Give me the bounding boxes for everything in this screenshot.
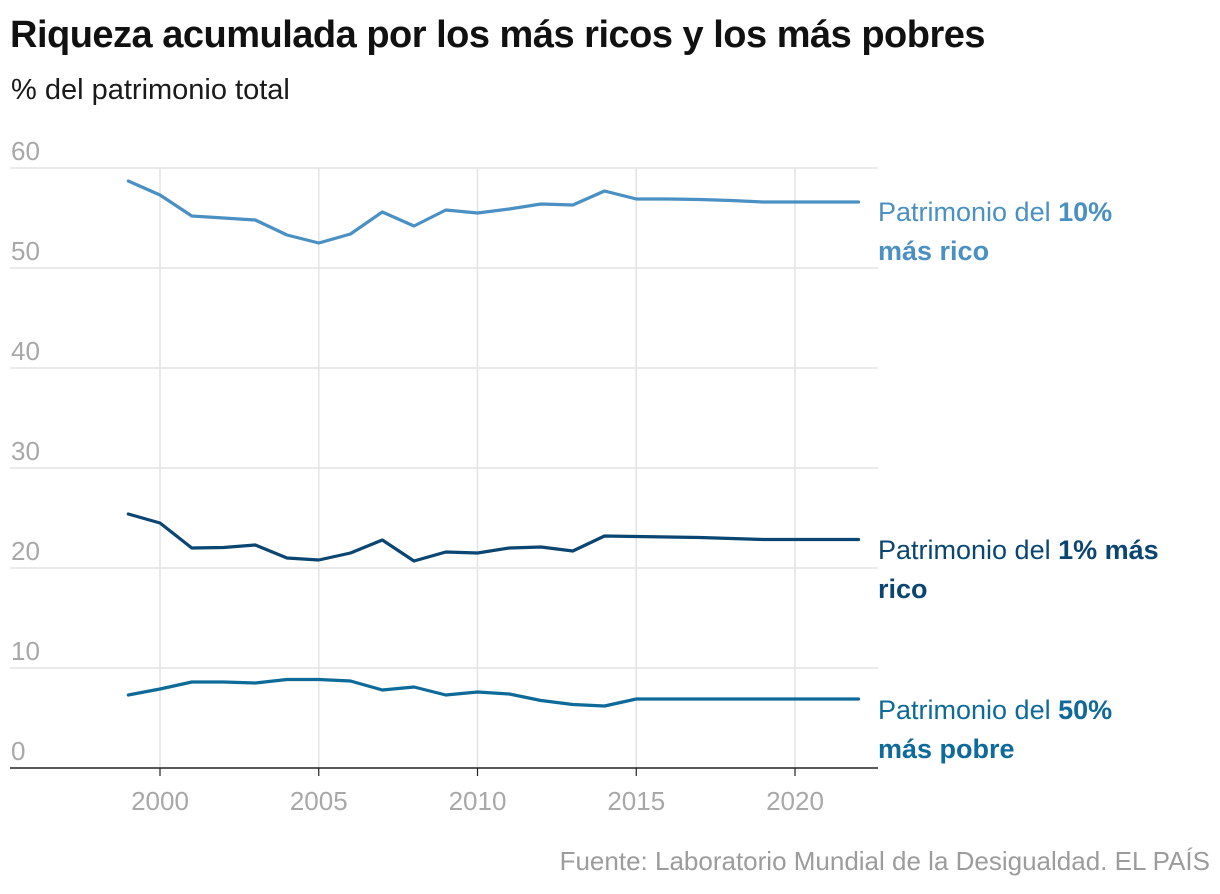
- x-tick-label-2000: 2000: [131, 786, 189, 816]
- gridlines: [10, 167, 878, 768]
- label-bottom-50: Patrimonio del 50% más pobre: [878, 691, 1208, 769]
- y-tick-label-30: 30: [11, 436, 40, 466]
- label-top-1-suffix: rico: [878, 574, 928, 604]
- y-tick-label-50: 50: [11, 236, 40, 266]
- x-tick-label-2015: 2015: [607, 786, 665, 816]
- y-tick-label-60: 60: [11, 136, 40, 166]
- label-top-10-suffix: más rico: [878, 236, 990, 266]
- chart-subtitle: % del patrimonio total: [11, 74, 290, 106]
- label-top-1-percent: 1% más: [1058, 535, 1159, 565]
- axes: 0 10 20 30 40 50 60 2000 2005 2010 2015 2020: [10, 136, 878, 816]
- series-line-bottom-50: [126, 677, 861, 708]
- label-top-1-prefix: Patrimonio del: [878, 535, 1059, 565]
- x-tick-label-2010: 2010: [449, 786, 507, 816]
- source-note: Fuente: Laboratorio Mundial de la Desigu…: [559, 846, 1210, 876]
- y-tick-label-40: 40: [11, 336, 40, 366]
- series-line-top-10: [126, 179, 861, 245]
- y-tick-label-20: 20: [11, 536, 40, 566]
- series-line-top-1: [126, 512, 861, 563]
- series-lines: [126, 179, 861, 708]
- y-tick-label-10: 10: [11, 636, 40, 666]
- y-tick-label-0: 0: [11, 736, 25, 766]
- x-tick-label-2020: 2020: [766, 786, 824, 816]
- label-top-10: Patrimonio del 10% más rico: [878, 193, 1208, 271]
- chart-title: Riqueza acumulada por los más ricos y lo…: [10, 14, 986, 56]
- label-top-10-percent: 10%: [1058, 197, 1113, 227]
- x-tick-label-2005: 2005: [290, 786, 348, 816]
- label-bottom-50-prefix: Patrimonio del: [878, 695, 1059, 725]
- label-bottom-50-suffix: más pobre: [878, 734, 1015, 764]
- label-top-1: Patrimonio del 1% más rico: [878, 531, 1208, 609]
- label-top-10-prefix: Patrimonio del: [878, 197, 1059, 227]
- label-bottom-50-percent: 50%: [1058, 695, 1113, 725]
